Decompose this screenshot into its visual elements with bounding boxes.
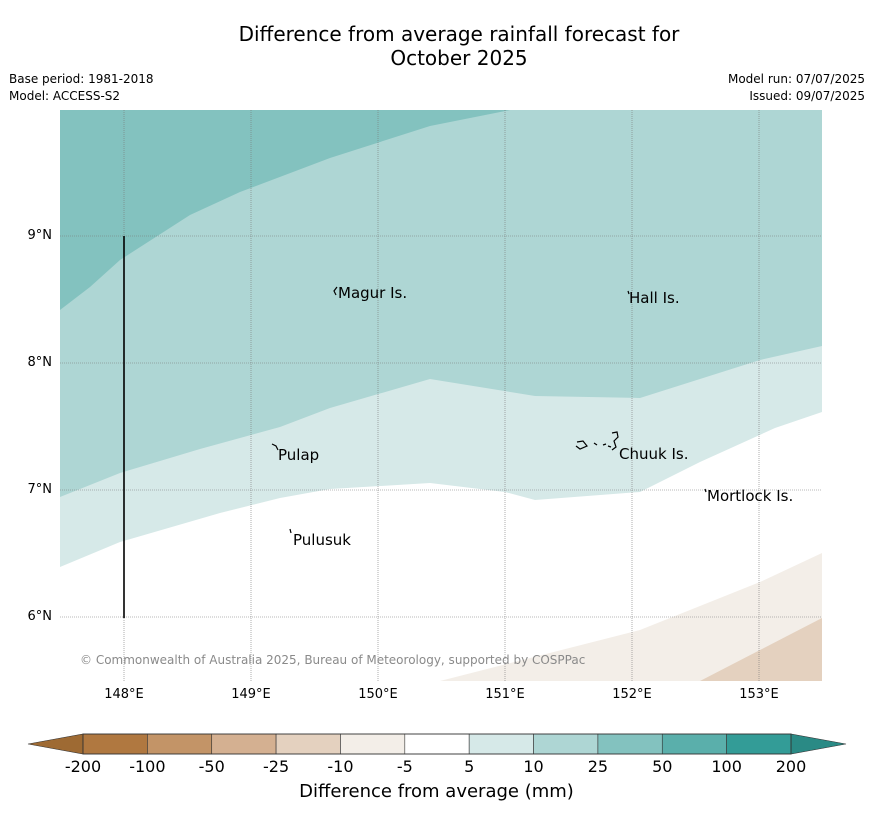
place-hall: Hall Is. bbox=[629, 289, 680, 307]
place-chuuk: Chuuk Is. bbox=[619, 445, 689, 463]
colorbar-over-arrow bbox=[790, 733, 847, 755]
base-period-text: Base period: 1981-2018 bbox=[9, 72, 154, 86]
colorbar-box bbox=[275, 733, 341, 755]
colorbar-tick-label: -200 bbox=[64, 757, 102, 776]
colorbar-tick-label: -50 bbox=[198, 757, 225, 776]
place-pulusuk: Pulusuk bbox=[293, 531, 351, 549]
lon-label-148e: 148°E bbox=[104, 687, 144, 702]
island-chuuk-3 bbox=[602, 443, 607, 446]
colorbar-tick-label: 5 bbox=[464, 757, 475, 776]
graticule bbox=[60, 110, 822, 681]
lat-label-6n: 6°N bbox=[27, 609, 53, 624]
island-pulusuk bbox=[289, 528, 292, 534]
island-outlines bbox=[271, 286, 707, 534]
band-teal-medium bbox=[60, 110, 510, 310]
colorbar-box bbox=[404, 733, 470, 755]
island-mortlock bbox=[704, 488, 707, 493]
colorbar-box bbox=[340, 733, 406, 755]
colorbar-box bbox=[468, 733, 534, 755]
copyright-text: © Commonwealth of Australia 2025, Bureau… bbox=[80, 653, 586, 667]
model-run-text: Model run: 07/07/2025 bbox=[727, 72, 865, 86]
place-mortlock: Mortlock Is. bbox=[707, 487, 794, 505]
band-light-brown bbox=[440, 553, 822, 681]
island-chuuk-4 bbox=[611, 431, 619, 451]
colorbar-label: Difference from average (mm) bbox=[299, 781, 574, 802]
lon-label-152e: 152°E bbox=[612, 687, 652, 702]
colorbar-tick-label: 10 bbox=[523, 757, 544, 776]
meta-left: Base period: 1981-2018 Model: ACCESS-S2 bbox=[9, 71, 154, 105]
forecast-shading bbox=[60, 110, 822, 681]
place-magur: Magur Is. bbox=[338, 284, 408, 302]
colorbar-box bbox=[533, 733, 599, 755]
colorbar-box bbox=[147, 733, 213, 755]
lat-label-8n: 8°N bbox=[27, 355, 53, 370]
island-chuuk-1 bbox=[575, 440, 588, 450]
meta-right: Model run: 07/07/2025 Issued: 09/07/2025 bbox=[728, 71, 865, 105]
colorbar-box bbox=[82, 733, 148, 755]
lon-label-153e: 153°E bbox=[739, 687, 779, 702]
map-title: Difference from average rainfall forecas… bbox=[0, 22, 873, 70]
colorbar-tick-label: 50 bbox=[652, 757, 673, 776]
colorbar-box bbox=[661, 733, 727, 755]
island-pulap bbox=[271, 443, 279, 451]
colorbar-tick-label: -10 bbox=[327, 757, 354, 776]
lon-label-151e: 151°E bbox=[485, 687, 525, 702]
colorbar-tick-label: -25 bbox=[263, 757, 290, 776]
colorbar-box bbox=[726, 733, 792, 755]
island-magur bbox=[333, 286, 338, 296]
colorbar-box bbox=[597, 733, 663, 755]
colorbar-tick-label: -5 bbox=[396, 757, 413, 776]
model-text: Model: ACCESS-S2 bbox=[9, 89, 121, 103]
colorbar-frame bbox=[82, 733, 792, 755]
place-pulap: Pulap bbox=[278, 446, 320, 464]
issued-text: Issued: 09/07/2025 bbox=[749, 89, 865, 103]
lon-label-150e: 150°E bbox=[358, 687, 398, 702]
title-line-1: Difference from average rainfall forecas… bbox=[238, 22, 680, 46]
band-teal-light bbox=[60, 110, 822, 497]
colorbar-box bbox=[211, 733, 277, 755]
lon-label-149e: 149°E bbox=[231, 687, 271, 702]
colorbar-tick-label: 100 bbox=[711, 757, 742, 776]
island-chuuk-2 bbox=[593, 442, 598, 446]
band-brown bbox=[700, 618, 822, 681]
colorbar-tick-label: 200 bbox=[775, 757, 807, 776]
colorbar-tick-label: -100 bbox=[129, 757, 166, 776]
island-hall bbox=[627, 290, 630, 295]
colorbar-tick-label: 25 bbox=[587, 757, 609, 776]
title-line-2: October 2025 bbox=[390, 46, 528, 70]
colorbar bbox=[27, 733, 847, 755]
island-chuuk-5 bbox=[607, 445, 612, 448]
lat-label-7n: 7°N bbox=[27, 482, 53, 497]
colorbar-under-arrow bbox=[27, 733, 84, 755]
lat-label-9n: 9°N bbox=[27, 228, 53, 243]
